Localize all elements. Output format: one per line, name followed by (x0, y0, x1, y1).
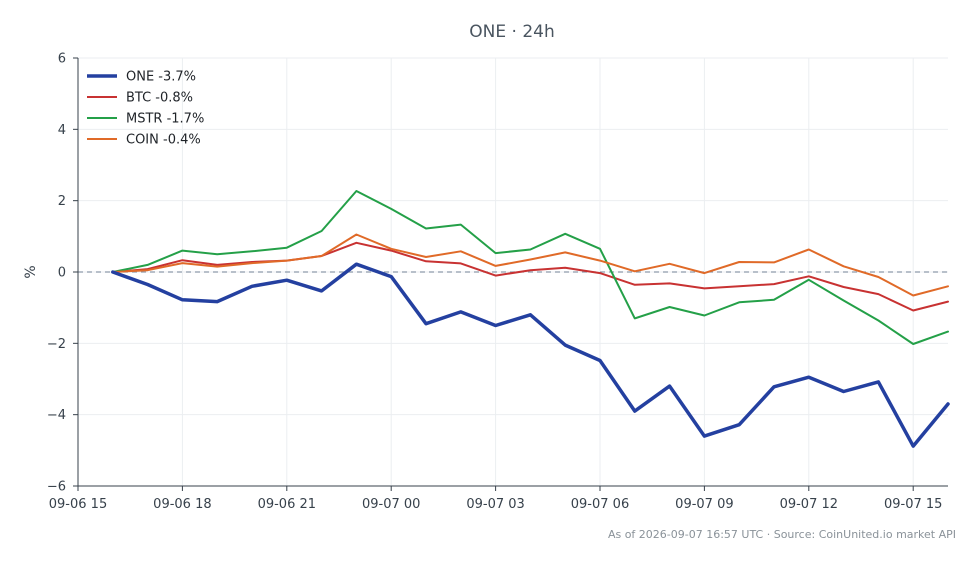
legend-label-btc: BTC -0.8% (126, 91, 193, 106)
legend-label-mstr: MSTR -1.7% (126, 112, 204, 127)
y-axis-label: % (23, 265, 39, 278)
x-tick-label: 09-07 00 (362, 497, 420, 512)
series-line-mstr (111, 190, 949, 345)
x-axis-ticks: 09-06 15 09-06 18 09-06 21 09-07 00 09-07 03… (49, 486, 942, 512)
series-line-one (111, 262, 950, 448)
y-tick-label: 6 (58, 52, 66, 67)
x-tick-label: 09-07 06 (571, 497, 629, 512)
y-tick-label: 4 (58, 123, 66, 138)
series-group (111, 190, 950, 448)
x-tick-label: 09-07 15 (884, 497, 942, 512)
y-axis-ticks: −6 −4 −2 0 2 4 6 (47, 52, 78, 495)
y-tick-label: −4 (47, 408, 66, 423)
y-tick-label: 0 (58, 266, 66, 281)
legend-label-coin: COIN -0.4% (126, 133, 201, 148)
chart-title: ONE · 24h (469, 22, 554, 42)
legend-label-one: ONE -3.7% (126, 70, 196, 85)
x-tick-label: 09-07 09 (675, 497, 733, 512)
series-line-coin (111, 233, 949, 297)
y-tick-label: −2 (47, 337, 66, 352)
x-tick-label: 09-07 12 (780, 497, 838, 512)
y-tick-label: 2 (58, 194, 66, 209)
x-tick-label: 09-07 03 (466, 497, 524, 512)
source-footnote: As of 2026-09-07 16:57 UTC · Source: Coi… (608, 528, 956, 541)
legend: ONE -3.7% BTC -0.8% MSTR -1.7% COIN -0.4% (87, 70, 204, 148)
y-tick-label: −6 (47, 480, 66, 495)
x-tick-label: 09-06 18 (153, 497, 211, 512)
x-tick-label: 09-06 15 (49, 497, 107, 512)
x-tick-label: 09-06 21 (258, 497, 316, 512)
series-line-btc (111, 241, 949, 312)
